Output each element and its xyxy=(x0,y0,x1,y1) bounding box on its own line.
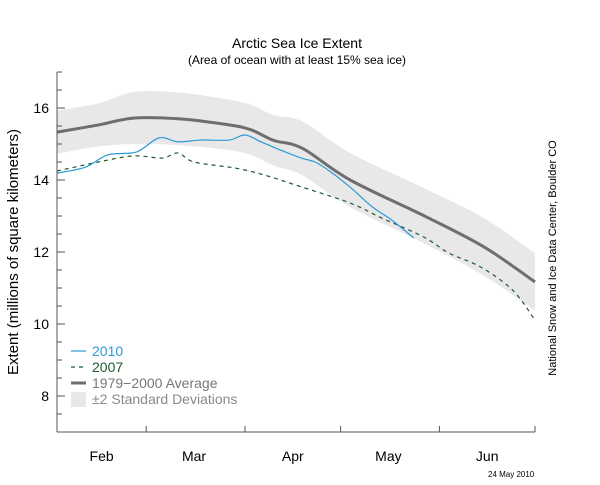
legend-swatch-stddev xyxy=(71,392,86,407)
series-line-2007 xyxy=(56,152,536,321)
y-tick-label: 14 xyxy=(33,172,49,188)
x-tick-label-jun: Jun xyxy=(476,448,499,464)
series-line-2010 xyxy=(56,134,415,239)
series-line-1979-2000-average xyxy=(56,116,536,284)
x-tick-label-apr: Apr xyxy=(282,448,304,464)
std-dev-band xyxy=(57,91,535,311)
legend-label-2007: 2007 xyxy=(92,359,123,375)
legend-label-2010: 2010 xyxy=(92,343,123,359)
credit-text: National Snow and Ice Data Center, Bould… xyxy=(547,140,559,376)
x-tick-label-may: May xyxy=(375,448,401,464)
y-tick-label: 10 xyxy=(33,316,49,332)
x-tick-label-mar: Mar xyxy=(182,448,206,464)
legend: 2010 2007 1979−2000 Average ±2 Standard … xyxy=(71,343,237,407)
y-tick-label: 12 xyxy=(33,244,49,260)
date-stamp: 24 May 2010 xyxy=(488,470,535,479)
y-tick-label: 16 xyxy=(33,100,49,116)
x-tick-label-feb: Feb xyxy=(90,448,114,464)
chart-title: Arctic Sea Ice Extent xyxy=(232,35,362,51)
plot-area: 8 10 12 14 16 Feb Mar Apr May Jun xyxy=(33,71,536,464)
chart-subtitle: (Area of ocean with at least 15% sea ice… xyxy=(188,53,406,67)
y-axis-label: Extent (millions of square kilometers) xyxy=(5,129,22,375)
y-tick-label: 8 xyxy=(41,388,49,404)
legend-label-stddev: ±2 Standard Deviations xyxy=(92,391,237,407)
legend-label-average: 1979−2000 Average xyxy=(92,375,218,391)
